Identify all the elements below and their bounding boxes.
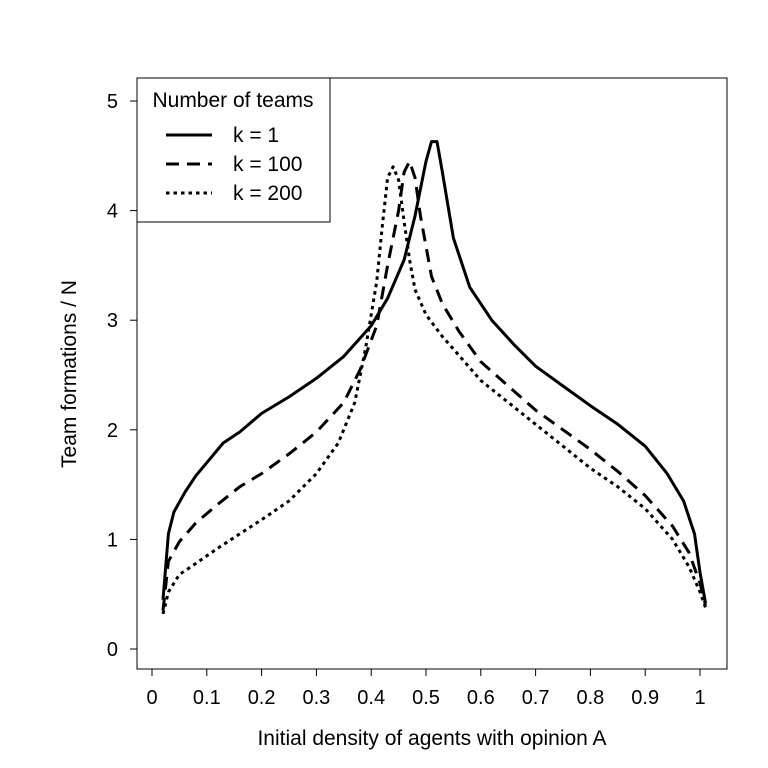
- series-line-3: [161, 165, 707, 615]
- x-tick-label: 0.8: [576, 687, 604, 709]
- legend-label-2: k = 100: [233, 153, 302, 176]
- series-line-1: [161, 140, 707, 604]
- y-axis-title: Team formations / N: [58, 280, 81, 468]
- series-layer: [161, 140, 707, 615]
- legend-label-1: k = 1: [233, 124, 279, 147]
- y-tick-label: 2: [107, 420, 118, 442]
- y-tick-label: 4: [107, 201, 118, 223]
- legend-entries: k = 1 k = 100 k = 200: [166, 124, 302, 205]
- x-tick-label: 0.7: [522, 687, 550, 709]
- y-tick-label: 1: [107, 529, 118, 551]
- legend-box: [136, 77, 331, 223]
- x-tick-label: 0.4: [357, 687, 385, 709]
- x-axis: 0 0.1 0.2 0.3 0.4 0.5 0.6 0.7 0.8 0.9 1: [146, 668, 706, 709]
- x-tick-label: 0: [146, 687, 157, 709]
- y-tick-label: 5: [107, 91, 118, 113]
- x-tick-label: 0.9: [631, 687, 659, 709]
- y-tick-label: 3: [107, 310, 118, 332]
- x-tick-label: 0.5: [412, 687, 440, 709]
- x-tick-label: 0.1: [193, 687, 221, 709]
- x-tick-label: 0.6: [467, 687, 495, 709]
- legend: Number of teams k = 1 k = 100 k = 200: [136, 77, 331, 223]
- x-axis-title: Initial density of agents with opinion A: [257, 727, 606, 750]
- legend-title: Number of teams: [152, 89, 313, 112]
- y-tick-label: 0: [107, 639, 118, 661]
- series-line-2: [161, 159, 707, 611]
- x-tick-label: 1: [694, 687, 705, 709]
- legend-label-3: k = 200: [233, 182, 302, 205]
- x-tick-label: 0.3: [302, 687, 330, 709]
- x-tick-label: 0.2: [248, 687, 276, 709]
